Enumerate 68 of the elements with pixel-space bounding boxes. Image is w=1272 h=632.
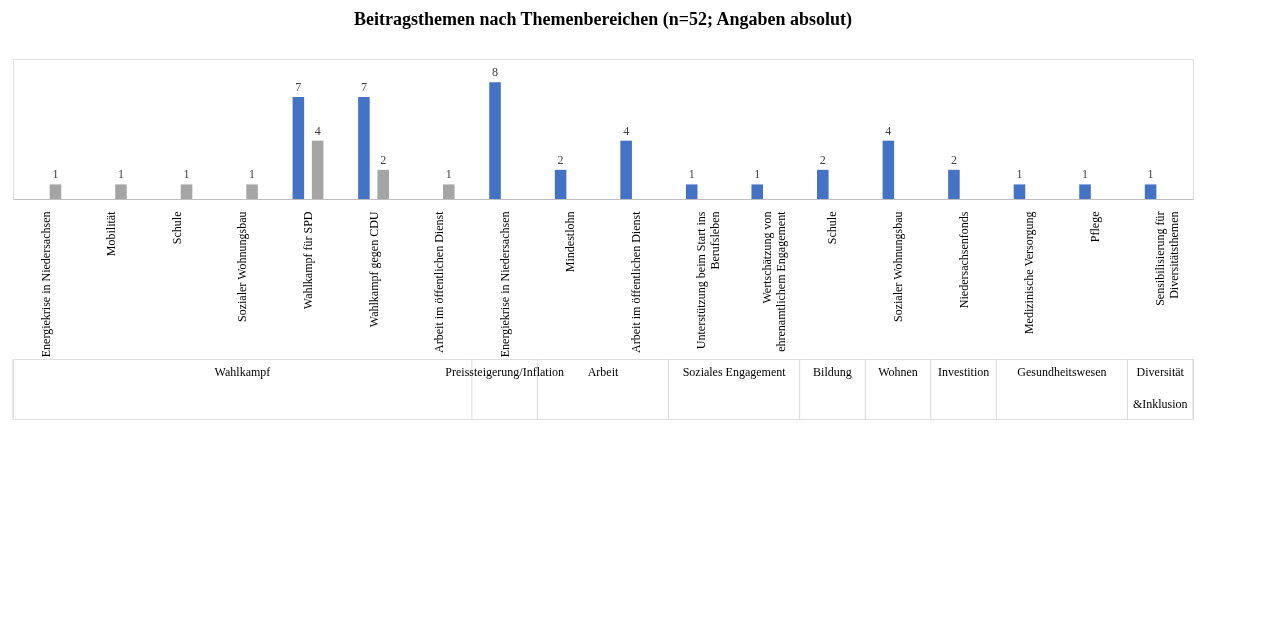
bar bbox=[751, 184, 764, 199]
data-label: 7 bbox=[295, 79, 302, 94]
bar bbox=[685, 184, 698, 199]
data-label: 1 bbox=[117, 167, 124, 182]
x-tick-label: Sensibilisierung für Diversitätsthemen bbox=[1153, 211, 1182, 306]
data-label: 4 bbox=[623, 123, 630, 138]
x-tick-label: Wertschätzung von ehrenamtlichem Engagement bbox=[759, 210, 788, 352]
bar bbox=[311, 140, 324, 199]
data-label: 1 bbox=[183, 167, 190, 182]
x-tick-label: Unterstützung beim Start ins Berufsleben bbox=[694, 211, 723, 350]
x-tick-label: Schule bbox=[169, 211, 184, 245]
bar bbox=[948, 169, 960, 199]
bar bbox=[377, 169, 389, 199]
x-tick-label: Wahlkampf für SPD bbox=[301, 211, 315, 310]
x-tick-label: Wahlkampf gegen CDU bbox=[366, 211, 381, 328]
bar bbox=[292, 96, 305, 199]
text: Soziales Engagement bbox=[682, 365, 787, 379]
bar bbox=[180, 184, 193, 199]
data-label: 1 bbox=[249, 167, 256, 182]
bar bbox=[489, 82, 501, 199]
data-label: 7 bbox=[360, 79, 367, 94]
x-tick-label: Mobilität bbox=[104, 210, 119, 257]
bar bbox=[554, 169, 567, 199]
data-label: 1 bbox=[1082, 167, 1089, 182]
data-label: 1 bbox=[1147, 167, 1154, 182]
data-label: 4 bbox=[314, 123, 321, 138]
x-tick-label: Sozialer Wohnungsbau bbox=[235, 211, 250, 322]
text: Gesundheitswesen bbox=[1017, 365, 1107, 379]
data-label: 1 bbox=[445, 167, 452, 182]
data-label: 2 bbox=[950, 152, 957, 167]
bar bbox=[246, 184, 258, 199]
bar bbox=[442, 184, 455, 199]
bar bbox=[1079, 184, 1091, 199]
data-label: 1 bbox=[754, 167, 761, 182]
text: Wahlkampf bbox=[214, 365, 271, 379]
data-label: 4 bbox=[885, 123, 892, 138]
x-tick-label: Energiekrise in Niedersachsen bbox=[38, 211, 53, 358]
data-label: 2 bbox=[380, 152, 387, 167]
data-label: 1 bbox=[52, 167, 59, 182]
x-tick-label: Schule bbox=[825, 211, 840, 245]
data-label: 2 bbox=[819, 152, 826, 167]
text: Preissteigerung/Inflation bbox=[445, 365, 564, 379]
bar bbox=[115, 184, 127, 199]
x-tick-label: Mindestlohn bbox=[563, 211, 578, 273]
x-tick-label: Sozialer Wohnungsbau bbox=[891, 211, 905, 322]
text: Diversität &Inklusion bbox=[1132, 365, 1188, 411]
x-tick-label: Arbeit im öffentlichen Dienst bbox=[432, 210, 447, 353]
bar bbox=[49, 184, 62, 199]
data-label: 8 bbox=[492, 65, 499, 80]
x-tick-label: Medizinische Versorgung bbox=[1022, 211, 1037, 335]
bar bbox=[1144, 184, 1157, 199]
text: Arbeit bbox=[587, 365, 619, 379]
x-tick-label: Niedersachsenfonds bbox=[956, 211, 971, 309]
x-tick-label: Energiekrise in Niedersachsen bbox=[497, 211, 512, 358]
data-label: 1 bbox=[1016, 167, 1023, 182]
text: Investition bbox=[937, 365, 990, 379]
x-tick-label: Arbeit im öffentlichen Dienst bbox=[628, 210, 643, 353]
text: Wohnen bbox=[878, 365, 918, 379]
bar bbox=[882, 140, 895, 199]
data-label: 2 bbox=[557, 152, 564, 167]
chart-title: Beitragsthemen nach Themenbereichen (n=52; Angaben absolut) bbox=[353, 8, 853, 30]
data-label: 1 bbox=[688, 167, 695, 182]
x-tick-label: Pflege bbox=[1087, 211, 1102, 243]
bar bbox=[358, 96, 370, 199]
bar bbox=[620, 140, 632, 199]
bar bbox=[1013, 184, 1026, 199]
bar bbox=[817, 169, 829, 199]
text: Bildung bbox=[813, 365, 852, 379]
